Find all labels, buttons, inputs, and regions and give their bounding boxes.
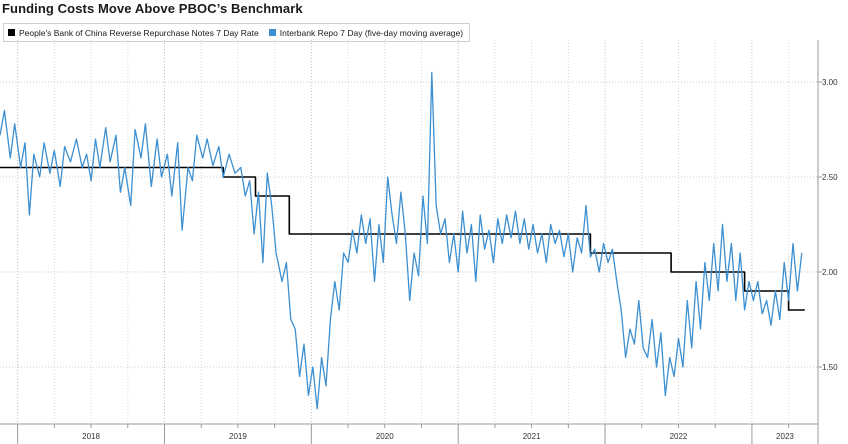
legend-label-pboc: People's Bank of China Reverse Repurchas… bbox=[19, 27, 259, 38]
x-year-label: 2018 bbox=[82, 432, 100, 441]
series-interbank-repo-line bbox=[0, 71, 803, 410]
legend-item-interbank: Interbank Repo 7 Day (five-day moving av… bbox=[268, 27, 464, 38]
legend-item-pboc: People's Bank of China Reverse Repurchas… bbox=[8, 28, 259, 38]
legend-swatch-pboc bbox=[8, 29, 15, 36]
x-year-label: 2022 bbox=[670, 432, 688, 441]
y-tick-label: 3.00 bbox=[822, 78, 838, 87]
y-tick-label: 2.50 bbox=[822, 173, 838, 182]
y-tick-label: 1.50 bbox=[822, 363, 838, 372]
x-year-label: 2019 bbox=[229, 432, 247, 441]
series-pboc-rate-line bbox=[0, 166, 805, 311]
x-year-label: 2020 bbox=[376, 432, 394, 441]
x-year-label: 2023 bbox=[776, 432, 794, 441]
legend-label-interbank: Interbank Repo 7 Day (five-day moving av… bbox=[279, 27, 464, 38]
x-year-label: 2021 bbox=[523, 432, 541, 441]
legend-swatch-interbank bbox=[268, 29, 276, 36]
chart-title: Funding Costs Move Above PBOC’s Benchmar… bbox=[2, 1, 303, 16]
chart-legend: People's Bank of China Reverse Repurchas… bbox=[3, 23, 471, 42]
y-tick-label: 2.00 bbox=[822, 268, 838, 277]
